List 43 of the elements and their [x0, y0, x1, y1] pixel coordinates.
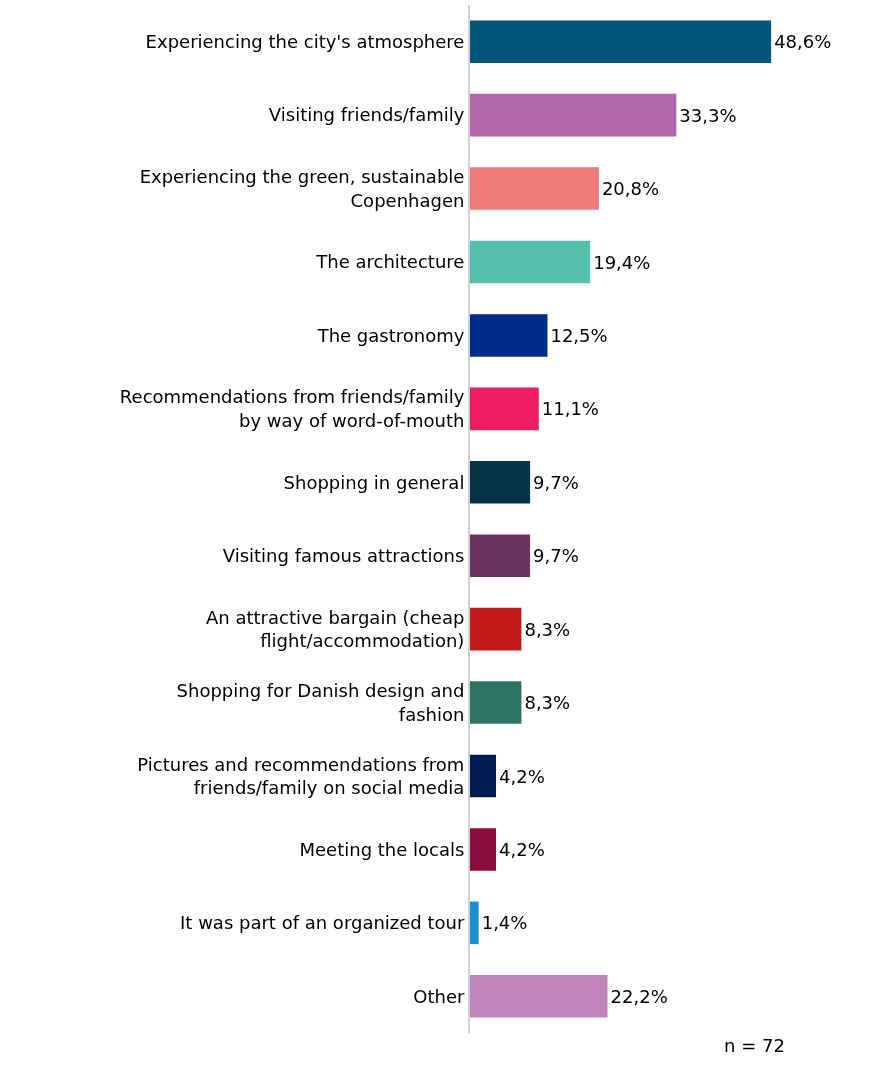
y-tick-label: The gastronomy — [316, 324, 465, 346]
y-tick-label: Experiencing the green, sustainable Copenhagen — [139, 166, 465, 211]
data-label: 8,3% — [524, 618, 571, 640]
text: n = 72 — [724, 1035, 785, 1056]
y-tick-label: The architecture — [315, 251, 465, 273]
data-label: 9,7% — [533, 471, 579, 493]
data-label: 9,7% — [533, 545, 579, 567]
y-tick-label: It was part of an organized tour — [180, 912, 465, 934]
bar — [470, 314, 548, 357]
bar — [470, 20, 772, 64]
bar — [470, 828, 497, 871]
data-label: 8,3% — [524, 692, 571, 714]
data-label: 4,2% — [499, 765, 545, 787]
data-label: 22,2% — [610, 985, 668, 1007]
y-tick-label: Shopping for Danish design and fashion — [176, 680, 465, 725]
bar — [470, 93, 677, 137]
y-tick-label: Meeting the locals — [299, 838, 465, 860]
y-tick-label: Recommendations from friends/family by way of word-of-mouth — [119, 386, 465, 431]
data-label: 19,4% — [593, 251, 651, 273]
bar — [470, 387, 539, 431]
data-label: 11,1% — [541, 398, 599, 420]
bar — [470, 974, 608, 1018]
data-label: 20,8% — [601, 178, 660, 200]
data-label: 12,5% — [550, 324, 608, 346]
data-label: 1,4% — [481, 912, 528, 934]
bar — [470, 460, 531, 504]
y-tick-label: Experiencing the city's atmosphere — [145, 31, 465, 53]
data-label: 48,6% — [774, 31, 832, 53]
y-tick-label: Visiting friends/family — [268, 104, 465, 126]
data-label: 33,3% — [679, 104, 737, 126]
y-tick-label: Shopping in general — [283, 471, 465, 493]
data-label: 4,2% — [499, 838, 545, 860]
bar — [470, 167, 599, 210]
y-tick-label: Other — [413, 985, 465, 1007]
bar — [470, 901, 479, 945]
y-tick-label: Pictures and recommendations from friends/family on social media — [137, 753, 465, 798]
bar — [470, 240, 591, 284]
bar — [470, 534, 531, 578]
bar — [470, 681, 522, 724]
bar — [470, 607, 522, 651]
y-tick-label: An attractive bargain (cheap flight/accommodation) — [205, 606, 465, 652]
y-tick-label: Visiting famous attractions — [222, 545, 465, 567]
bar — [470, 754, 497, 798]
